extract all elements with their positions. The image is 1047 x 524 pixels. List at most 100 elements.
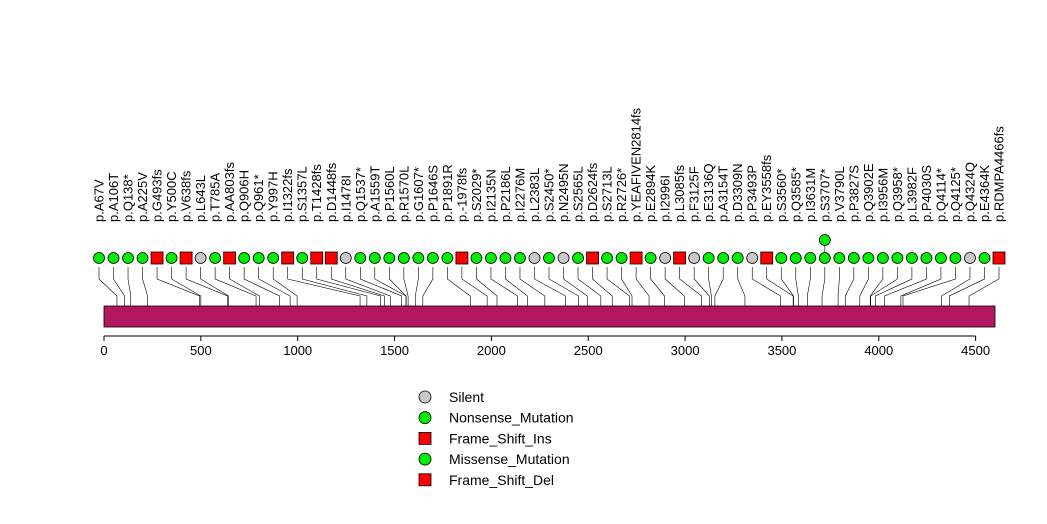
mutation-marker <box>804 252 817 264</box>
mutation-marker <box>267 252 280 264</box>
mutation-label: p.S2450* <box>542 169 557 223</box>
mutation-label: p.R2726* <box>614 168 629 222</box>
mutation-label: p.N2495N <box>556 163 571 222</box>
mutation-label: p.I2276M <box>512 168 527 222</box>
mutation-label: p.Q906H <box>237 170 252 222</box>
mutation-label: p.A3154T <box>716 166 731 222</box>
mutation-marker <box>601 252 613 264</box>
mutation-marker <box>775 252 788 264</box>
mutation-label: p.Q4114* <box>933 168 948 222</box>
mutation-label: p.L3982F <box>904 167 919 222</box>
mutation-marker <box>223 251 237 265</box>
mutation-label: p.Q4324Q <box>962 162 977 222</box>
mutation-label: p.F3125F <box>687 166 702 222</box>
mutation-marker <box>935 252 947 264</box>
x-tick-label: 2500 <box>574 343 603 358</box>
mutation-label: p.T785A <box>208 173 223 222</box>
mutation-marker <box>876 252 889 264</box>
mutation-marker <box>397 252 410 264</box>
mutation-label: p.G1607* <box>411 167 426 222</box>
mutation-marker <box>862 252 875 264</box>
legend-square-swatch <box>418 473 432 487</box>
mutation-marker <box>470 252 483 264</box>
mutation-label: p.S2565L <box>571 166 586 222</box>
mutation-label: p.A106T <box>106 173 121 222</box>
mutation-label: p.I1322fs <box>280 168 295 222</box>
mutation-marker <box>514 252 526 264</box>
mutation-marker <box>310 251 324 265</box>
stacked-mutation-marker <box>818 234 831 246</box>
mutation-label: p.L2383L <box>527 168 542 222</box>
mutation-marker <box>891 252 904 264</box>
mutation-label: p.P1560L <box>382 166 397 222</box>
mutation-label: p.Q3958* <box>890 167 905 222</box>
x-tick-label: 3500 <box>767 343 796 358</box>
mutation-label: p.E3136Q <box>701 163 716 222</box>
mutation-marker <box>122 252 134 264</box>
mutation-label: p.Q3585* <box>788 167 803 222</box>
mutation-marker <box>485 252 497 264</box>
mutation-marker <box>107 252 120 264</box>
mutation-label: p.D2624fs <box>585 162 600 222</box>
mutation-label: p.RDMPA4466fs <box>992 126 1007 222</box>
mutation-label: p.Q4125* <box>948 167 963 222</box>
mutation-label: p.I3956M <box>875 168 890 222</box>
mutation-marker <box>702 252 715 264</box>
mutation-marker <box>354 252 367 264</box>
mutation-label: p.Y500C <box>164 171 179 222</box>
mutation-marker <box>992 251 1006 265</box>
mutation-marker <box>252 252 265 264</box>
mutation-marker <box>833 252 846 264</box>
mutation-marker <box>368 252 381 264</box>
mutation-marker <box>150 251 164 265</box>
x-tick-label: 4500 <box>961 343 990 358</box>
mutation-marker <box>528 252 541 264</box>
mutation-marker <box>441 252 454 264</box>
mutation-marker <box>209 252 222 264</box>
x-tick-label: 3000 <box>671 343 700 358</box>
mutation-label: p.YEAFIVEN2814fs <box>629 107 644 222</box>
mutation-marker <box>760 251 774 265</box>
legend-circle-swatch <box>418 390 432 404</box>
mutation-markers <box>93 234 1006 265</box>
mutation-marker <box>194 252 207 264</box>
protein-domain-bar <box>103 305 996 328</box>
mutation-label: p.Q3902E <box>861 163 876 222</box>
mutation-marker <box>165 252 178 264</box>
mutation-marker <box>426 252 439 264</box>
mutation-label: p.Q138* <box>121 174 136 222</box>
mutation-label: p.S2713L <box>600 166 615 222</box>
mutation-label: p.P2186L <box>498 166 513 222</box>
legend-circle-swatch <box>418 411 432 425</box>
mutation-marker <box>572 252 584 264</box>
x-tick-label: 1500 <box>380 343 409 358</box>
mutation-marker <box>339 252 352 264</box>
mutation-label: p.S3560* <box>774 169 789 223</box>
mutation-marker <box>731 252 744 264</box>
mutation-marker <box>499 252 512 264</box>
mutation-marker <box>920 252 933 264</box>
mutation-label: p.I2135N <box>483 169 498 222</box>
mutation-marker <box>644 252 657 264</box>
mutation-label: p.L643L <box>193 175 208 222</box>
mutation-label: p.D3309N <box>730 163 745 222</box>
mutation-marker <box>93 252 105 264</box>
mutation-marker <box>557 252 570 264</box>
x-tick-label: 0 <box>100 343 107 358</box>
mutation-marker <box>789 252 802 264</box>
mutation-label: p.T1428fs <box>309 164 324 222</box>
mutation-marker <box>455 251 469 265</box>
mutation-label: p.P1891R <box>440 164 455 222</box>
mutation-label: p.P3827S <box>846 165 861 222</box>
mutation-marker <box>238 252 251 264</box>
mutation-label: p.S2029* <box>469 169 484 223</box>
mutation-label: p.Y997H <box>266 171 281 222</box>
mutation-marker <box>586 251 599 265</box>
x-tick-label: 1000 <box>283 343 312 358</box>
mutation-marker <box>818 252 831 264</box>
mutation-marker <box>949 252 962 264</box>
mutation-marker <box>673 251 687 265</box>
mutation-label: p.Q961* <box>251 174 266 222</box>
mutation-marker <box>629 251 643 265</box>
